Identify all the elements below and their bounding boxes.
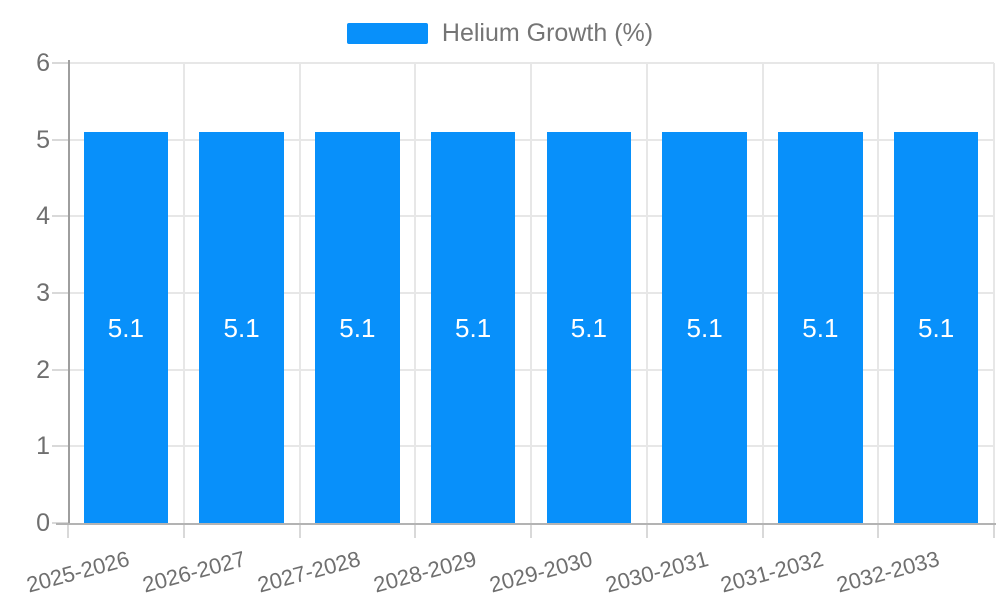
y-axis-label: 5: [36, 125, 50, 154]
legend[interactable]: Helium Growth (%): [0, 21, 1000, 46]
v-gridline: [761, 63, 764, 523]
v-gridline: [993, 63, 995, 523]
x-tick-mark: [530, 525, 532, 538]
y-tick-mark: [52, 62, 68, 64]
y-tick-mark: [52, 138, 68, 141]
y-tick-mark: [52, 215, 68, 218]
y-tick-mark: [52, 368, 68, 371]
x-tick-mark: [761, 525, 764, 538]
x-tick-mark: [67, 525, 69, 538]
v-gridline: [182, 63, 185, 523]
v-gridline: [645, 63, 648, 523]
v-gridline: [877, 63, 880, 523]
y-axis-label: 1: [36, 432, 50, 461]
y-axis-label: 4: [36, 202, 50, 231]
legend-swatch-icon: [346, 23, 428, 44]
x-tick-mark: [182, 525, 185, 538]
y-tick-mark: [52, 445, 68, 448]
v-gridline: [414, 63, 417, 523]
bar[interactable]: [778, 132, 863, 523]
y-axis-label: 0: [36, 509, 50, 537]
bar[interactable]: [662, 132, 747, 523]
bar[interactable]: [315, 132, 400, 523]
y-axis-label: 2: [36, 355, 50, 384]
x-tick-mark: [414, 525, 417, 538]
v-gridline: [530, 63, 532, 523]
x-tick-mark: [877, 525, 880, 538]
x-tick-mark: [993, 525, 995, 538]
v-gridline: [298, 63, 301, 523]
bar[interactable]: [83, 132, 169, 523]
bar[interactable]: [199, 132, 284, 523]
y-axis-label: 6: [36, 49, 50, 77]
bar[interactable]: [893, 132, 979, 523]
legend-label: Helium Growth (%): [441, 19, 654, 47]
x-tick-mark: [298, 525, 301, 538]
y-tick-mark: [52, 292, 68, 294]
bar[interactable]: [430, 132, 516, 523]
y-axis-line: [68, 60, 70, 525]
bar[interactable]: [546, 132, 632, 523]
x-axis-line: [56, 523, 996, 525]
y-axis-label: 3: [36, 279, 50, 307]
x-tick-mark: [645, 525, 648, 538]
